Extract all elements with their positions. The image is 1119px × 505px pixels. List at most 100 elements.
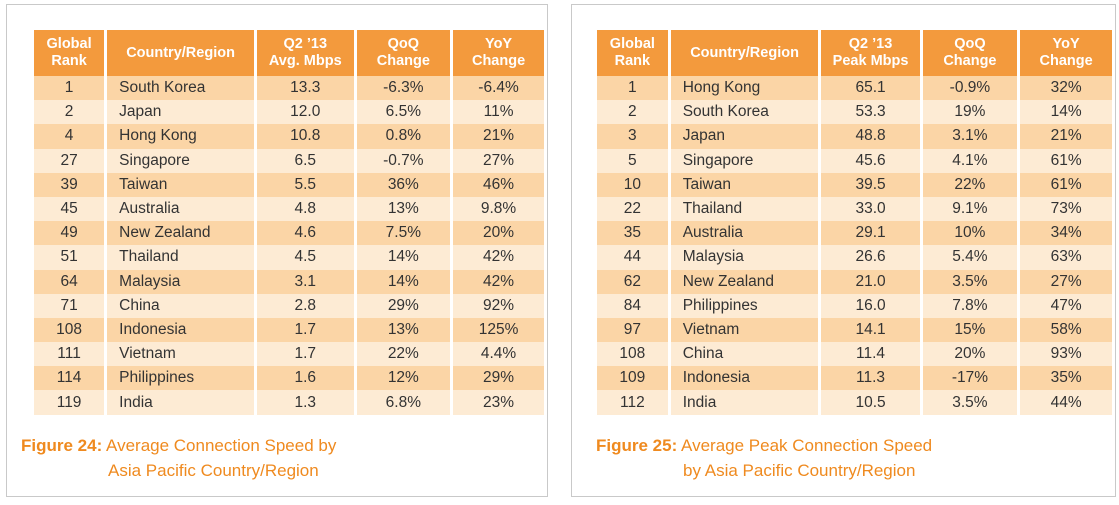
speed-cell: 4.5 [256, 245, 354, 270]
speed-cell: 29.1 [821, 221, 920, 246]
yoy-change-cell: 29% [453, 366, 544, 391]
qoq-change-cell: 0.8% [356, 124, 451, 149]
qoq-change-cell: -0.9% [922, 76, 1018, 101]
qoq-change-cell: 15% [922, 317, 1018, 343]
table-row: 119 India 1.3 6.8% 23% [34, 390, 544, 415]
qoq-change-cell: 6.5% [356, 100, 451, 125]
country-cell: China [107, 293, 254, 318]
rank-cell: 39 [34, 172, 105, 197]
yoy-change-cell: 27% [453, 148, 544, 173]
rank-cell: 108 [34, 317, 105, 343]
country-cell: New Zealand [670, 269, 819, 294]
qoq-change-cell: 22% [922, 172, 1018, 197]
qoq-change-cell: -0.7% [356, 148, 451, 173]
yoy-change-cell: 42% [453, 245, 544, 270]
country-cell: Taiwan [107, 172, 254, 197]
header-country-region: Country/Region [107, 30, 254, 76]
country-cell: Japan [107, 100, 254, 125]
qoq-change-cell: 12% [356, 366, 451, 391]
table-row: 10 Taiwan 39.5 22% 61% [597, 172, 1112, 197]
country-cell: Indonesia [107, 317, 254, 343]
country-cell: Indonesia [670, 366, 819, 391]
header-country-region: Country/Region [670, 30, 819, 76]
qoq-change-cell: 7.5% [356, 221, 451, 246]
table-row: 2 Japan 12.0 6.5% 11% [34, 100, 544, 125]
yoy-change-cell: 34% [1020, 221, 1112, 246]
speed-cell: 4.8 [256, 196, 354, 222]
qoq-change-cell: 19% [922, 100, 1018, 125]
table-row: 44 Malaysia 26.6 5.4% 63% [597, 245, 1112, 270]
rank-cell: 35 [597, 221, 668, 246]
country-cell: Vietnam [670, 317, 819, 343]
header-yoy-change: YoY Change [1020, 30, 1112, 76]
speed-cell: 33.0 [821, 196, 920, 222]
table-row: 3 Japan 48.8 3.1% 21% [597, 124, 1112, 149]
qoq-change-cell: 6.8% [356, 390, 451, 415]
qoq-change-cell: 13% [356, 196, 451, 222]
country-cell: Australia [107, 196, 254, 222]
table-row: 84 Philippines 16.0 7.8% 47% [597, 293, 1112, 318]
yoy-change-cell: 11% [453, 100, 544, 125]
figure-label: Figure 24: [21, 436, 103, 455]
qoq-change-cell: 29% [356, 293, 451, 318]
header-global-rank: Global Rank [34, 30, 105, 76]
speed-cell: 45.6 [821, 148, 920, 173]
table-row: 111 Vietnam 1.7 22% 4.4% [34, 342, 544, 367]
qoq-change-cell: 10% [922, 221, 1018, 246]
table-row: 22 Thailand 33.0 9.1% 73% [597, 196, 1112, 222]
qoq-change-cell: 36% [356, 172, 451, 197]
speed-cell: 53.3 [821, 100, 920, 125]
rank-cell: 84 [597, 293, 668, 318]
qoq-change-cell: 20% [922, 342, 1018, 367]
table-row: 45 Australia 4.8 13% 9.8% [34, 196, 544, 222]
header-qoq-change: QoQ Change [356, 30, 451, 76]
qoq-change-cell: 5.4% [922, 245, 1018, 270]
yoy-change-cell: 21% [453, 124, 544, 149]
yoy-change-cell: 61% [1020, 172, 1112, 197]
caption-text: Average Connection Speed by [106, 436, 337, 455]
rank-cell: 3 [597, 124, 668, 149]
yoy-change-cell: 14% [1020, 100, 1112, 125]
figure-label: Figure 25: [596, 436, 678, 455]
qoq-change-cell: 3.1% [922, 124, 1018, 149]
country-cell: Thailand [670, 196, 819, 222]
country-cell: New Zealand [107, 221, 254, 246]
table-row: 109 Indonesia 11.3 -17% 35% [597, 366, 1112, 391]
rank-cell: 111 [34, 342, 105, 367]
header-yoy-change: YoY Change [453, 30, 544, 76]
speed-cell: 2.8 [256, 293, 354, 318]
yoy-change-cell: 93% [1020, 342, 1112, 367]
header-qoq-change: QoQ Change [922, 30, 1018, 76]
speed-cell: 1.3 [256, 390, 354, 415]
table-row: 1 Hong Kong 65.1 -0.9% 32% [597, 76, 1112, 101]
country-cell: Hong Kong [670, 76, 819, 101]
yoy-change-cell: 63% [1020, 245, 1112, 270]
rank-cell: 2 [34, 100, 105, 125]
yoy-change-cell: 58% [1020, 317, 1112, 343]
peak-speed-table: Global Rank Country/Region Q2 ’13 Peak Mbp… [594, 30, 1115, 415]
rank-cell: 112 [597, 390, 668, 415]
country-cell: India [670, 390, 819, 415]
yoy-change-cell: -6.4% [453, 76, 544, 101]
table-row: 108 Indonesia 1.7 13% 125% [34, 317, 544, 343]
figure-25-caption: Figure 25: Average Peak Connection Speed… [596, 433, 932, 483]
qoq-change-cell: 3.5% [922, 390, 1018, 415]
country-cell: Thailand [107, 245, 254, 270]
yoy-change-cell: 4.4% [453, 342, 544, 367]
table-row: 51 Thailand 4.5 14% 42% [34, 245, 544, 270]
table-row: 49 New Zealand 4.6 7.5% 20% [34, 221, 544, 246]
country-cell: Japan [670, 124, 819, 149]
qoq-change-cell: 14% [356, 245, 451, 270]
speed-cell: 11.4 [821, 342, 920, 367]
rank-cell: 62 [597, 269, 668, 294]
yoy-change-cell: 125% [453, 317, 544, 343]
rank-cell: 4 [34, 124, 105, 149]
table-row: 108 China 11.4 20% 93% [597, 342, 1112, 367]
speed-cell: 26.6 [821, 245, 920, 270]
yoy-change-cell: 42% [453, 269, 544, 294]
speed-cell: 1.7 [256, 342, 354, 367]
speed-cell: 3.1 [256, 269, 354, 294]
speed-cell: 21.0 [821, 269, 920, 294]
qoq-change-cell: 4.1% [922, 148, 1018, 173]
rank-cell: 51 [34, 245, 105, 270]
